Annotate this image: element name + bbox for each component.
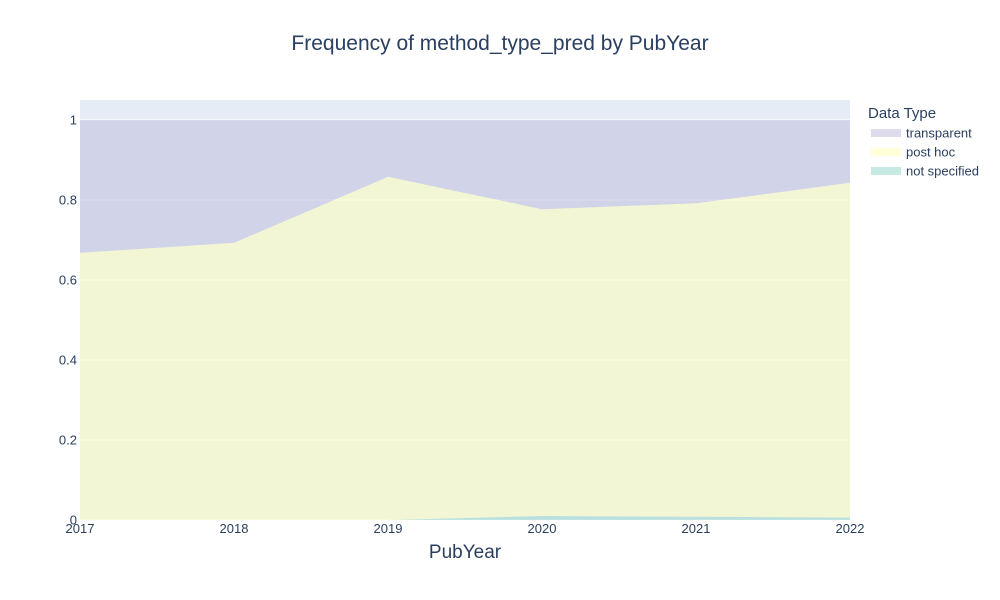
legend-swatch-not-specified (871, 167, 901, 175)
legend-swatch-transparent (871, 129, 901, 137)
x-tick-label-1: 2018 (220, 521, 249, 536)
area-series (80, 120, 850, 521)
legend-label-post-hoc: post hoc (906, 145, 956, 160)
y-tick-label-3: 0.6 (59, 273, 77, 288)
legend-item-post-hoc[interactable]: post hoc (871, 145, 956, 160)
x-axis: 2017 2018 2019 2020 2021 2022 (66, 521, 865, 536)
y-tick-label-4: 0.8 (59, 193, 77, 208)
y-tick-label-0: 0 (70, 513, 77, 528)
legend-title: Data Type (868, 105, 936, 122)
y-tick-label-5: 1 (70, 113, 77, 128)
x-tick-label-5: 2022 (836, 521, 865, 536)
legend: Data Type transparent post hoc not specifi… (868, 105, 979, 179)
x-tick-label-3: 2020 (528, 521, 557, 536)
legend-label-not-specified: not specified (906, 164, 979, 179)
area-transparent (80, 120, 850, 253)
legend-item-transparent[interactable]: transparent (871, 126, 972, 141)
legend-swatch-post-hoc (871, 148, 901, 156)
y-tick-label-2: 0.4 (59, 353, 77, 368)
x-axis-title: PubYear (429, 542, 502, 563)
y-axis: 0 0.2 0.4 0.6 0.8 1 (59, 113, 77, 528)
y-tick-label-1: 0.2 (59, 433, 77, 448)
x-tick-label-4: 2021 (682, 521, 711, 536)
x-tick-label-2: 2019 (374, 521, 403, 536)
x-tick-label-0: 2017 (66, 521, 95, 536)
legend-label-transparent: transparent (906, 126, 972, 141)
area-post-hoc (80, 176, 850, 521)
legend-item-not-specified[interactable]: not specified (871, 164, 979, 179)
chart-title: Frequency of method_type_pred by PubYear (291, 32, 708, 55)
